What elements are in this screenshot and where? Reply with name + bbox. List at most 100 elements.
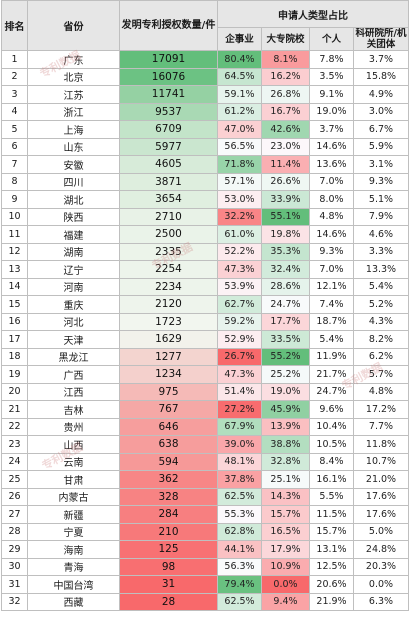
count-cell: 2335	[119, 242, 218, 261]
rank-cell: 4	[1, 102, 28, 121]
university-cell: 19.0%	[261, 382, 310, 401]
institute-cell: 6.3%	[353, 592, 409, 611]
institute-cell: 3.0%	[353, 102, 409, 121]
province-cell: 四川	[27, 172, 120, 191]
enterprise-cell: 37.8%	[217, 470, 262, 489]
rank-cell: 28	[1, 522, 28, 541]
university-cell: 17.7%	[261, 312, 310, 331]
individual-cell: 7.0%	[309, 172, 354, 191]
rank-cell: 8	[1, 172, 28, 191]
individual-cell: 9.1%	[309, 85, 354, 104]
table-row: 13 辽宁 2254 47.3% 32.4% 7.0% 13.3%	[1, 260, 409, 279]
province-cell: 陕西	[27, 207, 120, 226]
rank-cell: 5	[1, 120, 28, 139]
province-cell: 贵州	[27, 417, 120, 436]
table-row: 11 福建 2500 61.0% 19.8% 14.6% 4.6%	[1, 225, 409, 244]
enterprise-cell: 32.2%	[217, 207, 262, 226]
count-cell: 638	[119, 435, 218, 454]
university-cell: 10.9%	[261, 557, 310, 576]
enterprise-cell: 44.1%	[217, 540, 262, 559]
province-cell: 宁夏	[27, 522, 120, 541]
enterprise-cell: 80.4%	[217, 50, 262, 69]
count-cell: 2254	[119, 260, 218, 279]
province-cell: 海南	[27, 540, 120, 559]
header-university: 大专院校	[261, 27, 310, 51]
count-cell: 1234	[119, 365, 218, 384]
university-cell: 16.7%	[261, 102, 310, 121]
count-cell: 31	[119, 575, 218, 594]
individual-cell: 3.5%	[309, 67, 354, 86]
table-row: 24 云南 594 48.1% 32.8% 8.4% 10.7%	[1, 452, 409, 471]
individual-cell: 21.7%	[309, 365, 354, 384]
header-province: 省份	[27, 0, 120, 51]
table-row: 3 江苏 11741 59.1% 26.8% 9.1% 4.9%	[1, 85, 409, 104]
table-row: 23 山西 638 39.0% 38.8% 10.5% 11.8%	[1, 435, 409, 454]
count-cell: 16076	[119, 67, 218, 86]
university-cell: 32.8%	[261, 452, 310, 471]
province-cell: 湖北	[27, 190, 120, 209]
table-row: 21 吉林 767 27.2% 45.9% 9.6% 17.2%	[1, 400, 409, 419]
individual-cell: 5.5%	[309, 487, 354, 506]
rank-cell: 18	[1, 347, 28, 366]
rank-cell: 25	[1, 470, 28, 489]
individual-cell: 11.9%	[309, 347, 354, 366]
province-cell: 湖南	[27, 242, 120, 261]
header-rank: 排名	[1, 0, 28, 51]
rank-cell: 3	[1, 85, 28, 104]
institute-cell: 4.8%	[353, 382, 409, 401]
individual-cell: 20.6%	[309, 575, 354, 594]
table-row: 6 山东 5977 56.5% 23.0% 14.6% 5.9%	[1, 137, 409, 156]
individual-cell: 13.1%	[309, 540, 354, 559]
individual-cell: 18.7%	[309, 312, 354, 331]
university-cell: 13.9%	[261, 417, 310, 436]
province-cell: 安徽	[27, 155, 120, 174]
individual-cell: 10.4%	[309, 417, 354, 436]
enterprise-cell: 26.7%	[217, 347, 262, 366]
rank-cell: 32	[1, 592, 28, 611]
rank-cell: 10	[1, 207, 28, 226]
institute-cell: 13.3%	[353, 260, 409, 279]
province-cell: 广西	[27, 365, 120, 384]
enterprise-cell: 71.8%	[217, 155, 262, 174]
table-row: 5 上海 6709 47.0% 42.6% 3.7% 6.7%	[1, 120, 409, 139]
university-cell: 14.3%	[261, 487, 310, 506]
enterprise-cell: 59.2%	[217, 312, 262, 331]
enterprise-cell: 61.2%	[217, 102, 262, 121]
rank-cell: 12	[1, 242, 28, 261]
institute-cell: 10.7%	[353, 452, 409, 471]
header-institute: 科研院所/机关团体	[353, 27, 409, 51]
table-row: 25 甘肃 362 37.8% 25.1% 16.1% 21.0%	[1, 470, 409, 489]
enterprise-cell: 62.7%	[217, 295, 262, 314]
institute-cell: 5.7%	[353, 365, 409, 384]
individual-cell: 8.0%	[309, 190, 354, 209]
count-cell: 125	[119, 540, 218, 559]
individual-cell: 24.7%	[309, 382, 354, 401]
table-row: 7 安徽 4605 71.8% 11.4% 13.6% 3.1%	[1, 155, 409, 174]
individual-cell: 16.1%	[309, 470, 354, 489]
count-cell: 98	[119, 557, 218, 576]
rank-cell: 9	[1, 190, 28, 209]
university-cell: 17.9%	[261, 540, 310, 559]
rank-cell: 6	[1, 137, 28, 156]
university-cell: 23.0%	[261, 137, 310, 156]
province-cell: 辽宁	[27, 260, 120, 279]
province-cell: 河南	[27, 277, 120, 296]
table-body: 1 广东 17091 80.4% 8.1% 7.8% 3.7% 2 北京 16076 64.5% 16…	[1, 50, 409, 611]
university-cell: 24.7%	[261, 295, 310, 314]
enterprise-cell: 39.0%	[217, 435, 262, 454]
university-cell: 45.9%	[261, 400, 310, 419]
province-cell: 山东	[27, 137, 120, 156]
institute-cell: 5.4%	[353, 277, 409, 296]
institute-cell: 17.2%	[353, 400, 409, 419]
table-row: 1 广东 17091 80.4% 8.1% 7.8% 3.7%	[1, 50, 409, 69]
count-cell: 328	[119, 487, 218, 506]
count-cell: 17091	[119, 50, 218, 69]
enterprise-cell: 55.3%	[217, 505, 262, 524]
province-cell: 江苏	[27, 85, 120, 104]
individual-cell: 19.0%	[309, 102, 354, 121]
university-cell: 16.5%	[261, 522, 310, 541]
institute-cell: 6.7%	[353, 120, 409, 139]
individual-cell: 12.1%	[309, 277, 354, 296]
count-cell: 594	[119, 452, 218, 471]
